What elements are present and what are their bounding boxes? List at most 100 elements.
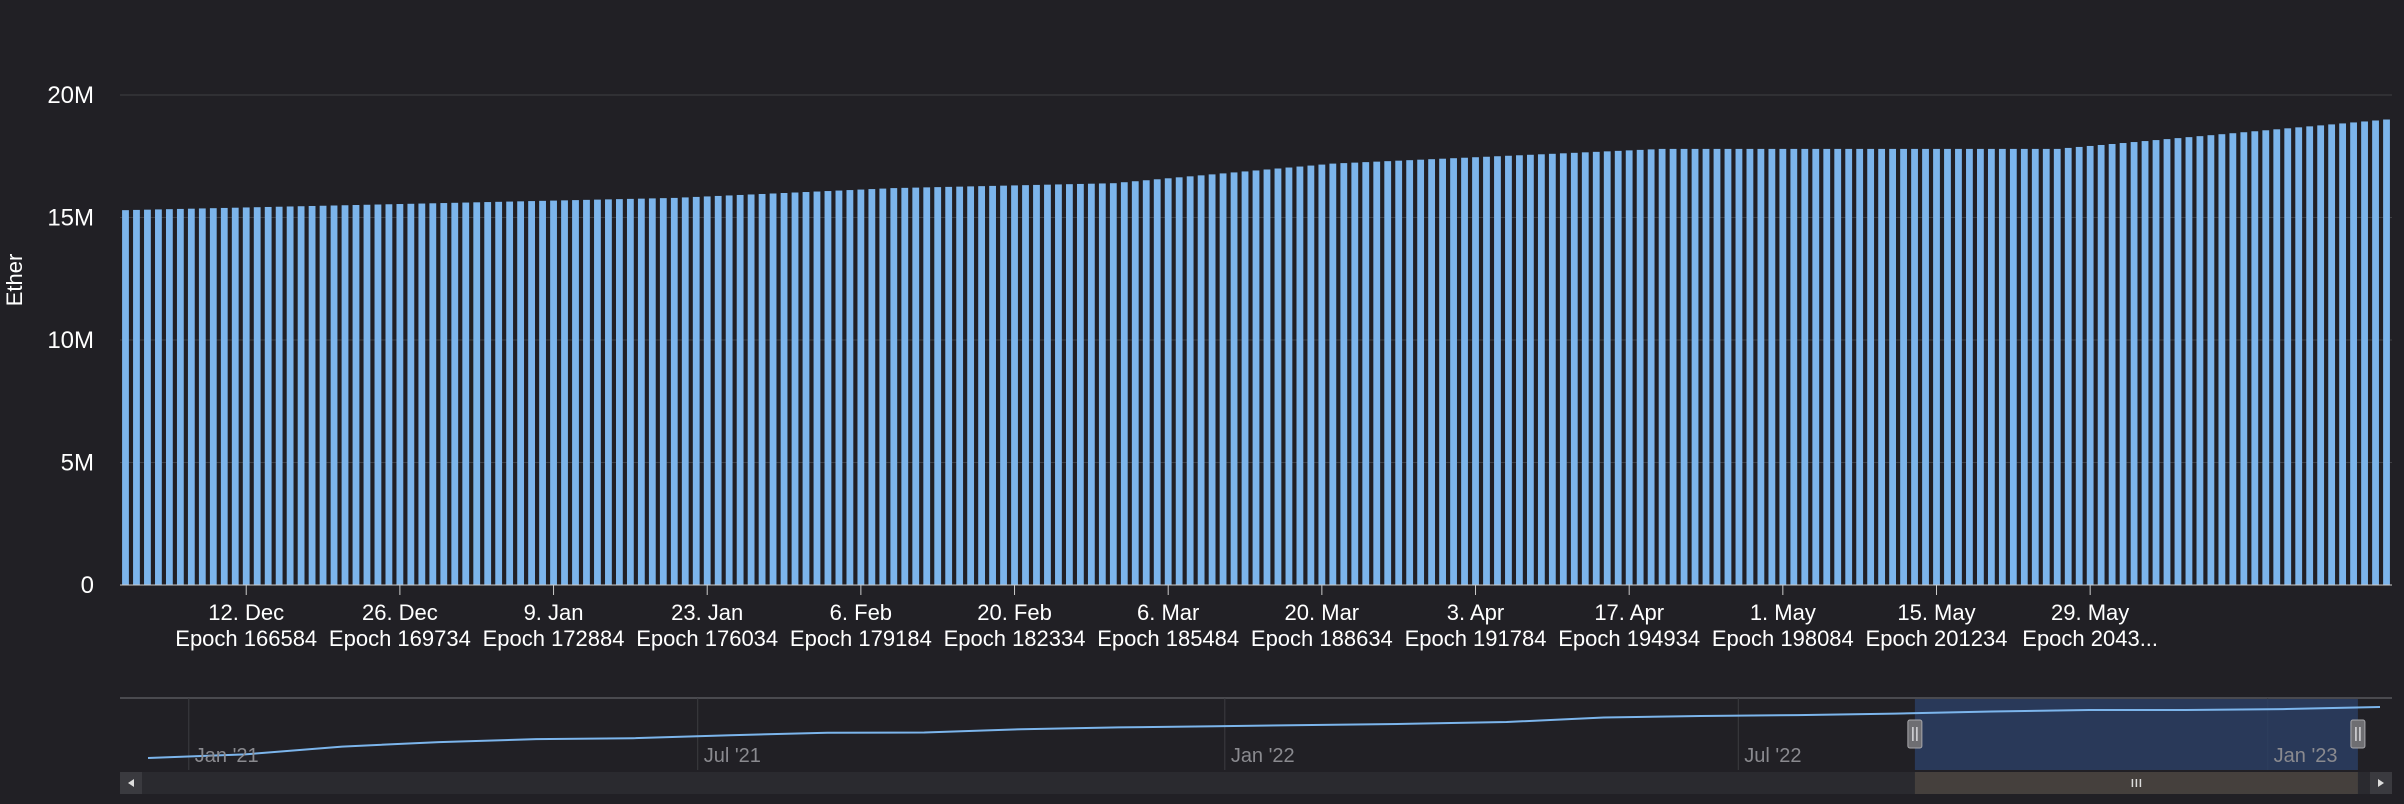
- bar[interactable]: [1614, 150, 1622, 586]
- bar[interactable]: [2009, 148, 2017, 585]
- bar[interactable]: [1329, 163, 1337, 585]
- bar[interactable]: [2339, 123, 2347, 586]
- bar[interactable]: [1856, 148, 1864, 585]
- bar[interactable]: [714, 195, 722, 585]
- bar[interactable]: [605, 199, 612, 585]
- bar[interactable]: [1603, 151, 1611, 585]
- bar[interactable]: [220, 207, 228, 585]
- bar[interactable]: [308, 205, 316, 586]
- bar[interactable]: [440, 203, 448, 586]
- bar[interactable]: [1219, 173, 1227, 585]
- bar[interactable]: [1955, 148, 1962, 585]
- bar[interactable]: [165, 209, 173, 586]
- bar[interactable]: [1933, 148, 1940, 585]
- bar[interactable]: [1087, 183, 1095, 585]
- bar[interactable]: [594, 199, 601, 586]
- bar[interactable]: [341, 205, 349, 585]
- bar[interactable]: [1450, 158, 1457, 585]
- bar[interactable]: [1757, 148, 1765, 585]
- navigator-handle-right[interactable]: [2350, 719, 2366, 749]
- bar[interactable]: [692, 196, 700, 586]
- bar[interactable]: [1066, 184, 1073, 585]
- bar[interactable]: [890, 188, 898, 585]
- bar[interactable]: [352, 205, 360, 585]
- bar[interactable]: [637, 198, 645, 585]
- bar[interactable]: [495, 201, 503, 585]
- bar[interactable]: [473, 202, 481, 585]
- bar[interactable]: [1318, 164, 1326, 585]
- bar[interactable]: [2020, 148, 2028, 585]
- bar[interactable]: [857, 189, 865, 585]
- bar[interactable]: [155, 209, 162, 586]
- bar[interactable]: [286, 206, 294, 585]
- bar[interactable]: [2174, 138, 2182, 585]
- bar[interactable]: [2053, 148, 2061, 585]
- bar[interactable]: [1702, 148, 1710, 585]
- bar[interactable]: [1592, 151, 1600, 585]
- bar[interactable]: [2163, 139, 2171, 585]
- bar[interactable]: [583, 199, 590, 586]
- bar[interactable]: [231, 207, 239, 585]
- bar[interactable]: [374, 204, 382, 585]
- bar[interactable]: [868, 189, 876, 585]
- bar[interactable]: [791, 192, 799, 585]
- bar[interactable]: [396, 204, 404, 585]
- bar[interactable]: [956, 186, 964, 585]
- bar[interactable]: [2130, 142, 2138, 586]
- bar[interactable]: [934, 187, 942, 585]
- bar[interactable]: [1878, 148, 1886, 585]
- bar[interactable]: [736, 194, 744, 585]
- bar[interactable]: [407, 203, 415, 585]
- bar[interactable]: [2119, 143, 2127, 585]
- bar[interactable]: [198, 208, 206, 585]
- bar[interactable]: [923, 187, 931, 586]
- bar[interactable]: [2317, 125, 2325, 585]
- bar[interactable]: [1548, 153, 1556, 586]
- bar[interactable]: [802, 192, 810, 585]
- bar[interactable]: [2152, 140, 2160, 585]
- bar[interactable]: [2075, 146, 2083, 585]
- bar[interactable]: [1461, 157, 1468, 585]
- bar[interactable]: [1263, 169, 1271, 586]
- bar[interactable]: [989, 185, 996, 585]
- bar[interactable]: [1098, 183, 1106, 585]
- bar[interactable]: [1000, 185, 1007, 585]
- bar[interactable]: [144, 209, 151, 585]
- bar[interactable]: [703, 196, 711, 585]
- bar[interactable]: [1186, 176, 1194, 585]
- bar[interactable]: [670, 197, 678, 585]
- bar[interactable]: [747, 194, 755, 585]
- bar[interactable]: [1439, 158, 1446, 585]
- bar[interactable]: [1472, 157, 1479, 586]
- bar[interactable]: [1153, 179, 1161, 585]
- bar[interactable]: [550, 200, 557, 585]
- bar[interactable]: [2372, 120, 2379, 585]
- bar[interactable]: [1417, 159, 1425, 585]
- grip-icon[interactable]: [2131, 779, 2142, 787]
- bar[interactable]: [1406, 160, 1414, 586]
- bar[interactable]: [1055, 184, 1062, 586]
- bar[interactable]: [2207, 135, 2215, 585]
- bar[interactable]: [1987, 148, 1995, 585]
- bar[interactable]: [264, 206, 272, 585]
- arrow-right-icon[interactable]: [2378, 779, 2384, 787]
- bar[interactable]: [451, 202, 459, 586]
- bar[interactable]: [1230, 172, 1238, 586]
- bar[interactable]: [978, 186, 986, 585]
- bar[interactable]: [1779, 148, 1787, 585]
- handle-body[interactable]: [1907, 719, 1923, 749]
- bar[interactable]: [462, 202, 470, 585]
- bar[interactable]: [2350, 122, 2357, 585]
- bar[interactable]: [1823, 148, 1831, 585]
- bar[interactable]: [187, 208, 195, 585]
- scrollbar-track[interactable]: [120, 772, 2392, 794]
- bar[interactable]: [1373, 161, 1381, 585]
- bar[interactable]: [1570, 152, 1578, 585]
- bar[interactable]: [2229, 133, 2237, 585]
- bar[interactable]: [1175, 177, 1183, 585]
- bar[interactable]: [1307, 165, 1315, 585]
- bar[interactable]: [561, 200, 568, 585]
- bar[interactable]: [506, 201, 514, 585]
- bar[interactable]: [1658, 148, 1666, 585]
- bar[interactable]: [901, 187, 909, 586]
